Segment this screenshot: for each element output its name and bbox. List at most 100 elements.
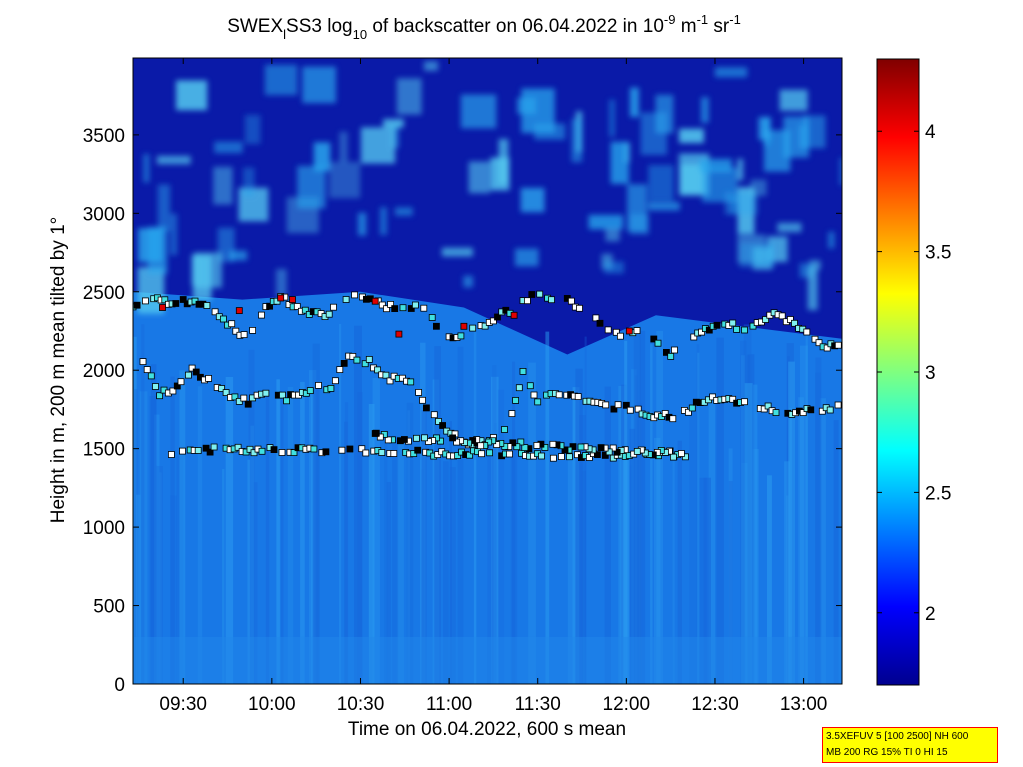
layer-marker: [592, 314, 600, 322]
layer-marker: [803, 328, 811, 336]
layer-marker: [173, 382, 181, 390]
cloud-patch: [143, 154, 150, 183]
texture-streak: [815, 357, 822, 684]
layer-marker: [266, 302, 274, 310]
layer-marker: [548, 296, 555, 304]
layer-marker: [301, 306, 309, 314]
cloud-patch: [214, 141, 243, 154]
texture-streak: [512, 361, 516, 684]
texture-streak: [449, 467, 456, 684]
layer-marker: [550, 454, 557, 462]
texture-streak: [396, 437, 404, 684]
layer-marker: [834, 401, 842, 409]
layer-marker: [626, 406, 634, 414]
layer-marker: [566, 453, 573, 461]
layer-marker: [457, 332, 465, 340]
layer-marker: [741, 326, 748, 334]
texture-streak: [753, 384, 758, 684]
texture-streak: [407, 410, 410, 684]
texture-streak: [248, 349, 255, 684]
cloud-patch: [468, 161, 490, 194]
y-tick-label: 500: [93, 597, 125, 618]
texture-streak: [474, 456, 477, 684]
layer-marker: [508, 410, 516, 418]
layer-marker: [729, 395, 737, 403]
texture-streak: [634, 375, 638, 684]
layer-marker: [513, 443, 521, 451]
cloud-patch: [680, 164, 705, 194]
cloud-patch: [276, 269, 287, 298]
layer-marker: [733, 325, 740, 333]
high-value-marker: [159, 304, 166, 311]
layer-marker: [338, 446, 346, 454]
cloud-patch: [339, 131, 348, 163]
texture-streak: [159, 472, 162, 684]
cloud-patch: [739, 242, 775, 268]
layer-marker: [524, 297, 531, 305]
layer-marker: [815, 339, 823, 347]
layer-marker: [663, 348, 670, 356]
texture-streak: [819, 398, 826, 684]
layer-marker: [667, 352, 675, 360]
layer-marker: [250, 449, 258, 457]
texture-streak: [434, 346, 441, 684]
texture-streak: [384, 436, 388, 684]
texture-streak: [406, 402, 414, 684]
texture-streak: [300, 381, 305, 684]
cloud-patch: [460, 94, 497, 129]
texture-streak: [176, 456, 184, 684]
cloud-patch: [463, 275, 473, 288]
layer-marker: [778, 312, 786, 320]
texture-streak: [133, 336, 137, 684]
layer-marker: [617, 332, 624, 340]
high-value-marker: [395, 330, 403, 338]
layer-marker: [622, 401, 630, 409]
texture-streak: [225, 377, 234, 684]
cloud-patch: [498, 138, 509, 184]
layer-marker: [336, 366, 344, 374]
texture-streak: [656, 330, 663, 684]
high-value-marker: [460, 322, 468, 330]
layer-marker: [407, 378, 415, 386]
layer-marker: [232, 327, 240, 335]
layer-marker: [481, 322, 489, 330]
texture-streak: [744, 383, 753, 684]
layer-marker: [430, 411, 438, 419]
layer-marker: [306, 387, 314, 395]
layer-marker: [330, 303, 337, 311]
layer-marker: [772, 409, 780, 417]
texture-streak: [716, 337, 724, 684]
cloud-patch: [571, 118, 583, 163]
layer-marker: [519, 367, 527, 375]
cloud-patch: [264, 64, 298, 96]
texture-streak: [639, 330, 646, 684]
layer-marker: [485, 438, 493, 446]
layer-marker: [244, 400, 252, 408]
layer-marker: [762, 316, 769, 323]
layer-marker: [240, 394, 248, 402]
heatmap-plot-area: [133, 58, 842, 684]
texture-streak: [637, 403, 643, 684]
texture-streak: [281, 398, 284, 684]
texture-streak: [250, 425, 255, 684]
layer-marker: [391, 305, 399, 313]
layer-marker: [258, 447, 266, 455]
texture-streak: [197, 386, 203, 684]
y-axis-label: Height in m, 200 m mean tilted by 1°: [48, 217, 69, 523]
layer-marker: [558, 453, 565, 461]
y-tick-label: 2500: [83, 283, 125, 304]
layer-marker: [414, 446, 422, 454]
texture-streak: [449, 421, 452, 684]
cloud-patch: [588, 214, 623, 230]
layer-marker: [597, 444, 605, 452]
layer-marker: [283, 397, 291, 405]
layer-marker: [449, 434, 457, 442]
cloud-patch: [383, 119, 404, 128]
layer-marker: [787, 316, 794, 323]
info-line-1: 3.5XEFUV 5 [100 2500] NH 600: [826, 731, 969, 742]
layer-marker: [709, 393, 716, 401]
cloud-patch: [648, 165, 674, 202]
texture-streak: [134, 389, 138, 684]
texture-streak: [276, 379, 280, 684]
y-tick-label: 1000: [83, 518, 125, 539]
